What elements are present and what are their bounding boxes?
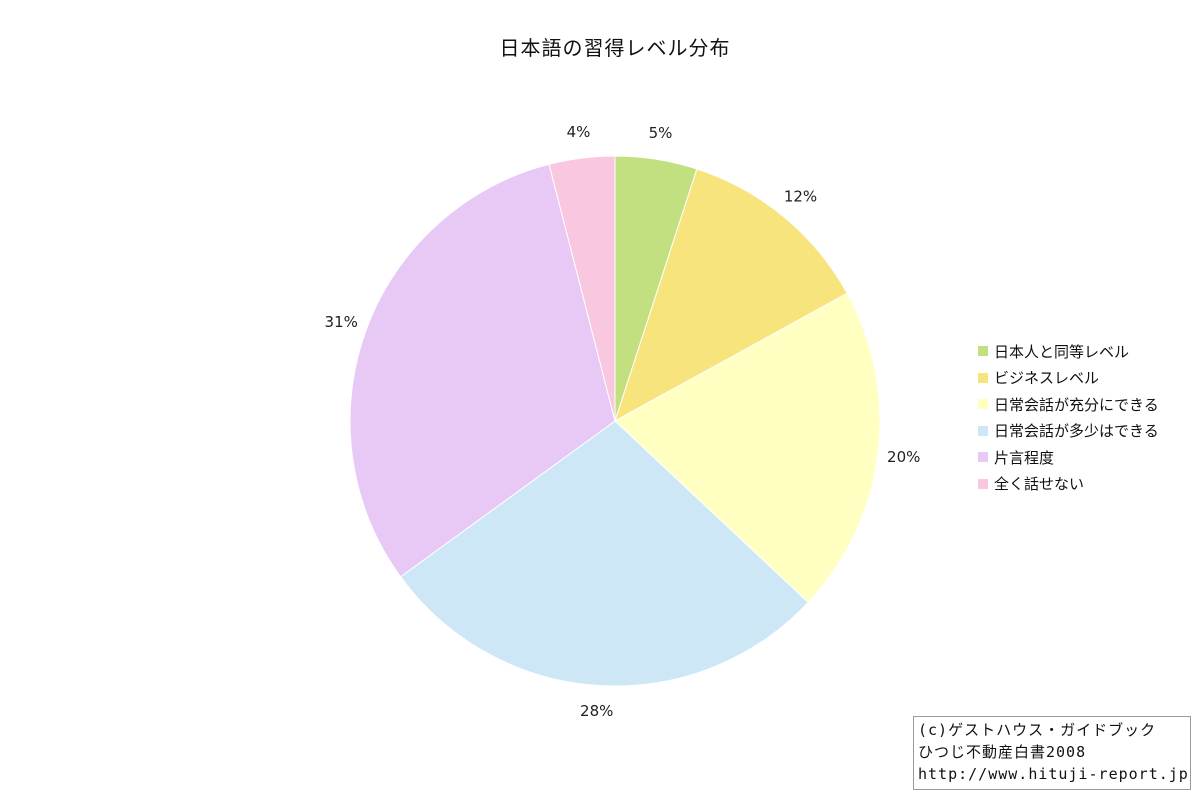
legend-swatch xyxy=(978,372,988,383)
pie-slice-2 xyxy=(614,168,848,423)
pie-slice-3 xyxy=(614,292,881,604)
credit-line-report: ひつじ不動産白書2008 xyxy=(918,743,1087,761)
pie-data-labels: 5% 12% 20% 28% 31% 4% xyxy=(325,123,921,720)
legend-swatch xyxy=(978,452,988,463)
legend-label: 日常会話が充分にできる xyxy=(994,395,1159,414)
credit-box: (c)ゲストハウス・ガイドブック ひつじ不動産白書2008 http://www… xyxy=(913,716,1191,790)
legend-item-1: 日本人と同等レベル xyxy=(978,338,1159,365)
legend-item-3: 日常会話が充分にできる xyxy=(978,391,1159,418)
pie-data-label-6: 4% xyxy=(567,123,591,141)
legend-swatch xyxy=(978,346,988,357)
pie-slice-5 xyxy=(349,163,616,578)
pie-data-label-3: 20% xyxy=(887,448,920,466)
pie-slice-4 xyxy=(399,420,809,687)
chart-legend: 日本人と同等レベル ビジネスレベル日常会話が充分にできる 日常会話が多少はできる 片言… xyxy=(978,338,1159,497)
legend-item-5: 片言程度 xyxy=(978,444,1159,471)
chart-title: 日本語の習得レベル分布 xyxy=(499,36,731,60)
legend-label: 全く話せない xyxy=(994,475,1085,494)
pie-data-label-2: 12% xyxy=(784,187,817,205)
credit-line-copyright: (c)ゲストハウス・ガイドブック xyxy=(918,721,1157,739)
legend-label: 片言程度 xyxy=(994,448,1055,467)
pie-slice-6 xyxy=(548,155,616,422)
legend-item-4: 日常会話が多少はできる xyxy=(978,418,1159,445)
pie-data-label-5: 31% xyxy=(325,313,358,331)
legend-label: 日本人と同等レベル xyxy=(994,342,1130,361)
pie-data-label-4: 28% xyxy=(580,702,613,720)
credit-line-url[interactable]: http://www.hituji-report.jp/ xyxy=(918,765,1191,783)
legend-swatch xyxy=(978,478,988,489)
legend-label: 日常会話が多少はできる xyxy=(994,422,1159,441)
legend-swatch xyxy=(978,399,988,410)
pie-slices xyxy=(349,155,881,687)
legend-item-2: ビジネスレベル xyxy=(978,365,1159,392)
legend-swatch xyxy=(978,425,988,436)
legend-item-6: 全く話せない xyxy=(978,471,1159,498)
legend-label: ビジネスレベル xyxy=(994,369,1100,388)
pie-data-label-1: 5% xyxy=(649,124,673,142)
